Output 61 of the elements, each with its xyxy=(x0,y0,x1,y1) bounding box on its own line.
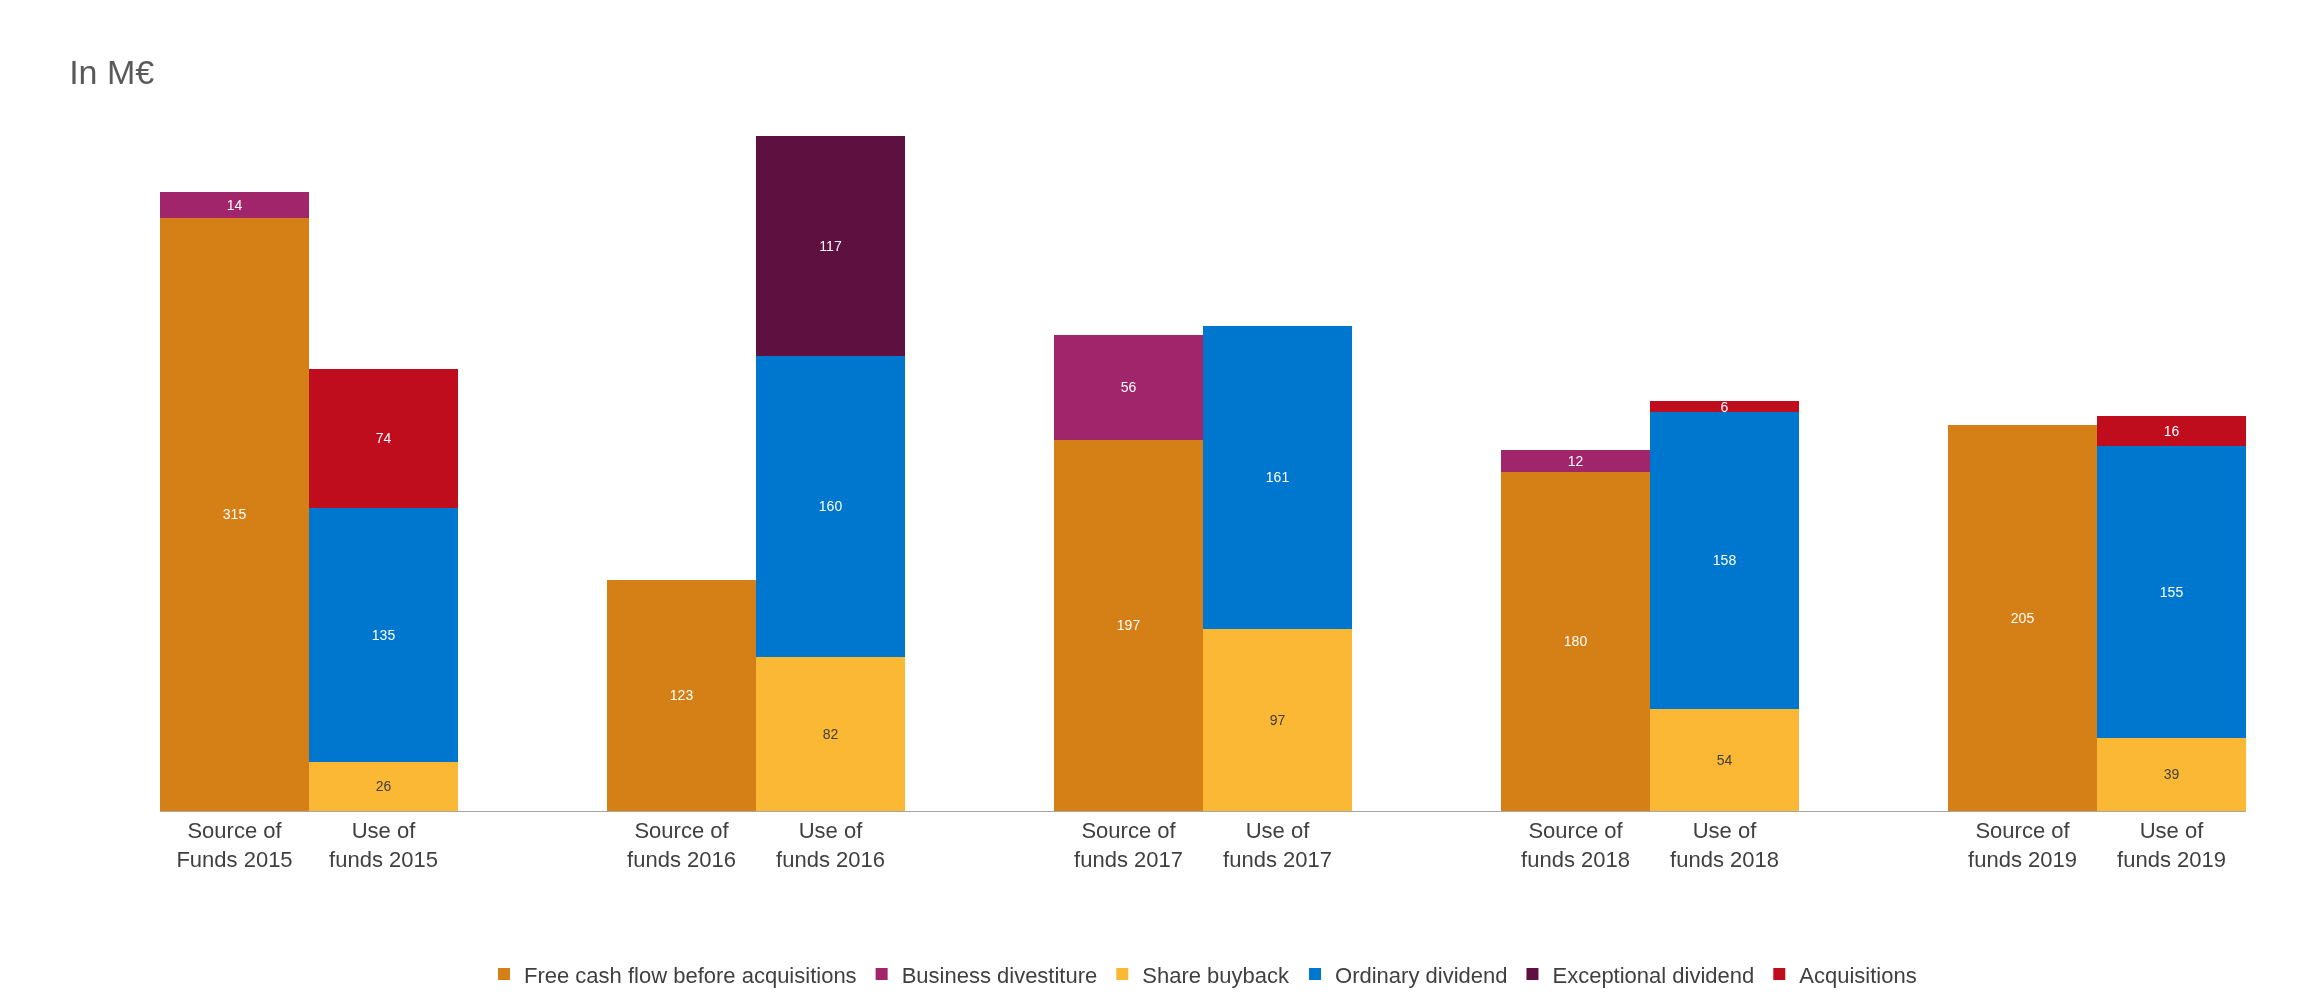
bar xyxy=(1650,412,1799,709)
bar xyxy=(1501,472,1650,811)
bar xyxy=(756,136,905,356)
bar xyxy=(1054,335,1203,440)
bar xyxy=(1650,709,1799,811)
data-label: 205 xyxy=(2010,609,2035,626)
data-label: 82 xyxy=(822,725,839,742)
bar xyxy=(1054,440,1203,811)
legend-label: Acquisitions xyxy=(1799,962,1917,988)
legend-label: Ordinary dividend xyxy=(1335,962,1508,988)
data-label: 16 xyxy=(2163,422,2180,439)
data-label: 97 xyxy=(1269,711,1286,728)
bar xyxy=(1203,326,1352,629)
bar xyxy=(756,657,905,811)
data-label: 54 xyxy=(1716,751,1733,768)
data-label: 14 xyxy=(226,196,243,213)
data-label: 135 xyxy=(371,626,396,643)
x-tick-label: Source of funds 2017 xyxy=(1074,818,1183,872)
bar xyxy=(1650,401,1799,412)
data-label: 117 xyxy=(819,237,842,254)
data-label: 6 xyxy=(1720,398,1729,415)
data-label: 155 xyxy=(2159,583,2184,600)
bar xyxy=(1203,629,1352,811)
x-tick-label: Use of funds 2018 xyxy=(1670,818,1779,872)
bar xyxy=(309,762,458,811)
data-label: 26 xyxy=(375,778,392,795)
data-label: 315 xyxy=(222,506,247,523)
x-tick-label: Source of Funds 2015 xyxy=(176,818,293,872)
x-tick-label: Source of funds 2018 xyxy=(1521,818,1630,872)
data-label: 161 xyxy=(1265,469,1290,486)
data-label: 197 xyxy=(1116,617,1141,634)
legend-label: Free cash flow before acquisitions xyxy=(524,962,857,988)
bar xyxy=(160,192,309,218)
data-label: 160 xyxy=(818,498,843,515)
bar xyxy=(2097,416,2246,446)
data-label: 39 xyxy=(2163,766,2180,783)
data-label: 123 xyxy=(669,687,694,704)
data-label: 158 xyxy=(1712,552,1737,569)
legend-label: Share buyback xyxy=(1142,962,1291,988)
bar xyxy=(1948,425,2097,811)
x-tick-label: Use of funds 2017 xyxy=(1223,818,1332,872)
data-label: 74 xyxy=(375,430,392,447)
bar xyxy=(309,369,458,508)
bar xyxy=(2097,446,2246,738)
bar xyxy=(309,508,458,762)
chart-title: In M€ xyxy=(69,53,155,92)
bar xyxy=(2097,738,2246,811)
x-tick-label: Source of funds 2019 xyxy=(1968,818,2077,872)
data-label: 12 xyxy=(1567,452,1584,469)
legend-label: Exceptional dividend xyxy=(1552,962,1755,988)
x-tick-label: Use of funds 2019 xyxy=(2117,818,2226,872)
bar xyxy=(756,356,905,657)
bar xyxy=(607,580,756,811)
bar xyxy=(160,218,309,811)
bar xyxy=(1501,450,1650,472)
x-tick-label: Source of funds 2016 xyxy=(627,818,736,872)
x-tick-label: Use of funds 2016 xyxy=(776,818,885,872)
legend-label: Business divestiture xyxy=(901,962,1098,988)
x-tick-label: Use of funds 2015 xyxy=(329,818,438,872)
data-label: 56 xyxy=(1120,379,1137,396)
data-label: 180 xyxy=(1563,633,1588,650)
